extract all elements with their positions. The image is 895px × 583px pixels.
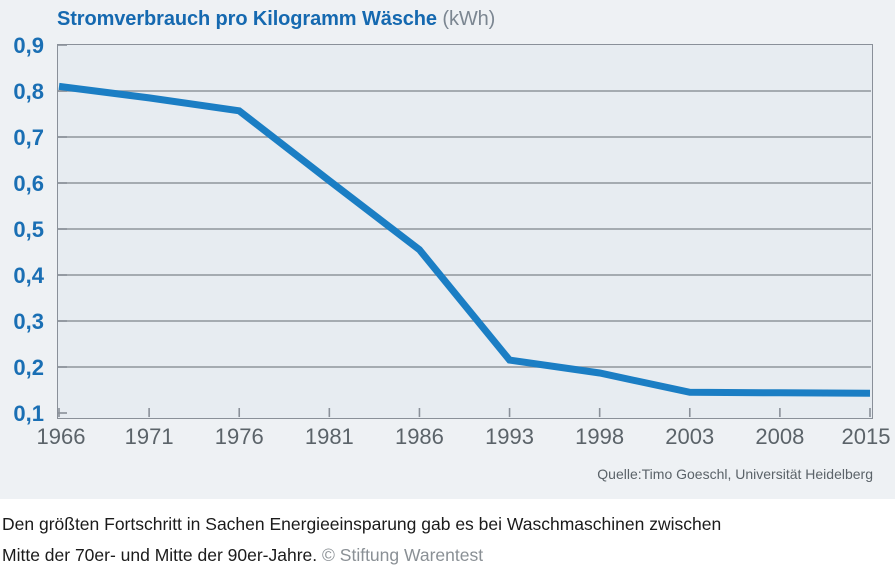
y-axis-label: 0,1 [13, 401, 44, 426]
x-axis-ticks [58, 45, 871, 417]
y-axis-label: 0,9 [13, 33, 44, 58]
plot-area [57, 44, 873, 419]
x-axis-label: 1986 [394, 424, 444, 449]
caption-line-2-text: Mitte der 70er- und Mitte der 90er-Jahre… [2, 545, 318, 565]
caption-block: Den größten Fortschritt in Sachen Energi… [0, 499, 895, 583]
y-axis: 0,9 0,8 0,7 0,6 0,5 0,4 0,3 0,2 0,1 [0, 33, 50, 426]
y-axis-label: 0,7 [13, 125, 44, 150]
source-note: Quelle:Timo Goeschl, Universität Heidelb… [597, 466, 873, 482]
x-axis-label: 2015 [841, 424, 891, 449]
caption-line-2: Mitte der 70er- und Mitte der 90er-Jahre… [2, 540, 889, 571]
x-axis-label: 2008 [755, 424, 805, 449]
x-axis-label: 1966 [36, 424, 86, 449]
x-axis-label: 1971 [124, 424, 174, 449]
y-axis-label: 0,4 [13, 263, 44, 288]
y-axis-label: 0,5 [13, 217, 44, 242]
chart-panel: Stromverbrauch pro Kilogramm Wäsche (kWh… [0, 0, 895, 499]
gridlines [58, 90, 871, 368]
x-axis-label: 1976 [214, 424, 264, 449]
y-axis-label: 0,6 [13, 171, 44, 196]
chart-title: Stromverbrauch pro Kilogramm Wäsche (kWh… [57, 8, 495, 31]
x-axis-label: 1993 [485, 424, 535, 449]
y-axis-label: 0,8 [13, 79, 44, 104]
caption-credit: © Stiftung Warentest [322, 545, 484, 565]
x-axis-label: 1998 [575, 424, 625, 449]
chart-title-text: Stromverbrauch pro Kilogramm Wäsche [57, 8, 437, 30]
data-series-line [58, 82, 871, 397]
y-axis-label: 0,2 [13, 355, 44, 380]
line-chart-svg [58, 45, 871, 417]
x-axis: 1966 1971 1976 1981 1986 1993 1998 2003 2008 2015 [0, 424, 895, 458]
y-axis-label: 0,3 [13, 309, 44, 334]
x-axis-label: 2003 [665, 424, 715, 449]
caption-line-1: Den größten Fortschritt in Sachen Energi… [2, 514, 722, 534]
chart-title-unit: (kWh) [442, 8, 496, 30]
x-axis-label: 1981 [304, 424, 354, 449]
